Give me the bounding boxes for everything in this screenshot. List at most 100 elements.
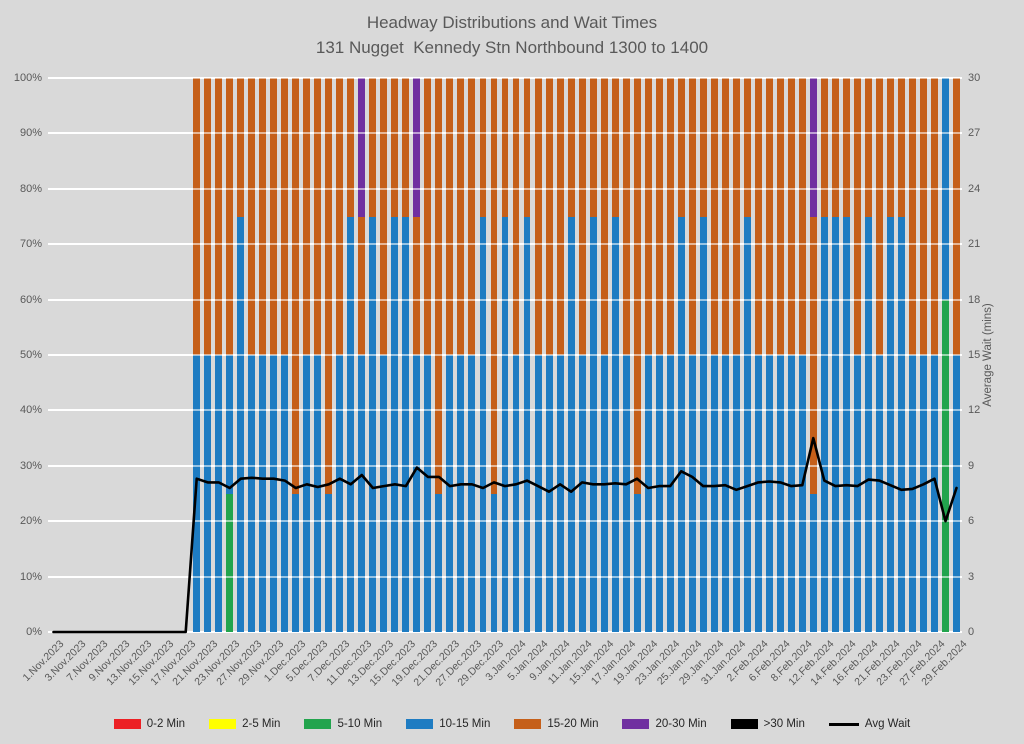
legend-item-5-10-min: 5-10 Min: [304, 718, 382, 730]
legend-item-15-20-min: 15-20 Min: [514, 718, 598, 730]
bar-segment-15-20-min: [424, 78, 432, 355]
left-axis-tick: 80%: [19, 182, 42, 195]
bar-segment-15-20-min: [798, 78, 806, 355]
left-axis-tick: 100%: [13, 72, 42, 84]
bar-segment-5-10-min: [226, 493, 234, 632]
legend-item-10-15-min: 10-15 Min: [406, 718, 490, 730]
bar-segment-10-15-min: [270, 355, 278, 632]
left-axis-tick: 50%: [19, 349, 42, 361]
bar-segment-10-15-min: [666, 355, 674, 632]
bar-segment-15-20-min: [897, 78, 905, 217]
bar-segment-15-20-min: [842, 78, 850, 217]
bar-segment-10-15-min: [919, 355, 927, 632]
bar-segment-15-20-min: [655, 78, 663, 355]
bar-segment-10-15-min: [347, 216, 355, 632]
bar-segment-10-15-min: [644, 355, 652, 632]
bar-segment-10-15-min: [875, 355, 883, 632]
right-axis-tick: 12: [968, 404, 981, 417]
gridline-overlay: [48, 575, 962, 578]
legend-label: 0-2 Min: [146, 718, 186, 730]
bar-segment-15-20-min: [391, 78, 399, 217]
bar-segment-10-15-min: [798, 355, 806, 632]
left-axis-tick: 90%: [19, 127, 42, 140]
legend-label: 10-15 Min: [439, 718, 491, 730]
legend-item-avg-wait: Avg Wait: [828, 718, 910, 730]
legend-item-2-5-min: 2-5 Min: [209, 718, 280, 730]
bar-segment-10-15-min: [490, 493, 498, 632]
bar-segment-15-20-min: [545, 78, 553, 355]
bar-segment-15-20-min: [237, 78, 245, 217]
bar-segment-15-20-min: [567, 78, 575, 217]
bar-segment-15-20-min: [875, 78, 883, 355]
bar-segment-10-15-min: [380, 355, 388, 632]
left-axis-tick: 60%: [19, 293, 42, 306]
right-axis-tick: 9: [968, 459, 975, 472]
legend-item--30-min: >30 Min: [730, 718, 805, 730]
gridline-overlay: [48, 354, 962, 356]
right-axis-tick: 15: [968, 349, 981, 361]
bar-segment-10-15-min: [435, 493, 443, 632]
gridline-overlay: [48, 298, 962, 301]
bar-segment-10-15-min: [809, 493, 817, 632]
bar-segment-10-15-min: [655, 355, 663, 632]
bar-segment-15-20-min: [578, 78, 586, 355]
right-axis-tick: 3: [968, 570, 975, 583]
chart-title-block: Headway Distributions and Wait Times 131…: [0, 10, 1024, 60]
bar-segment-15-20-min: [776, 78, 784, 355]
bar-segment-15-20-min: [490, 78, 498, 494]
gridline-overlay: [48, 187, 962, 190]
legend-color-swatch: [406, 719, 434, 729]
bar-segment-10-15-min: [512, 355, 520, 632]
bar-segment-10-15-min: [358, 355, 366, 632]
bar-segment-10-15-min: [215, 355, 223, 632]
bar-segment-10-15-min: [325, 493, 333, 632]
bar-segment-15-20-min: [314, 78, 322, 355]
bar-segment-15-20-min: [292, 78, 300, 494]
legend-label: 2-5 Min: [242, 718, 281, 730]
bar-segment-15-20-min: [622, 78, 630, 355]
bar-segment-10-15-min: [908, 355, 916, 632]
bar-segment-20-30-min: [358, 78, 366, 217]
bar-segment-10-15-min: [501, 216, 509, 632]
bar-segment-10-15-min: [765, 355, 773, 632]
bar-segment-10-15-min: [710, 355, 718, 632]
right-axis-tick: 6: [968, 515, 975, 528]
bar-segment-15-20-min: [611, 78, 619, 217]
bar-segment-10-15-min: [688, 355, 696, 632]
left-axis-tick: 0%: [26, 626, 42, 638]
legend-item-20-30-min: 20-30 Min: [622, 718, 707, 730]
left-axis-tick: 70%: [19, 238, 42, 251]
bar-segment-10-15-min: [578, 355, 586, 632]
bar-segment-15-20-min: [380, 78, 388, 355]
legend-color-swatch: [514, 719, 542, 729]
bar-segment-10-15-min: [622, 355, 630, 632]
bar-segment-10-15-min: [204, 355, 212, 632]
bar-segment-10-15-min: [677, 216, 685, 632]
legend-color-swatch: [304, 719, 332, 729]
bar-segment-10-15-min: [633, 493, 641, 632]
bar-segment-15-20-min: [754, 78, 762, 355]
bar-segment-10-15-min: [534, 355, 542, 632]
bar-segment-10-15-min: [743, 216, 751, 632]
bar-segment-10-15-min: [314, 355, 322, 632]
bar-segment-15-20-min: [325, 78, 333, 494]
bar-segment-10-15-min: [931, 355, 938, 632]
bar-segment-20-30-min: [413, 78, 421, 217]
right-axis-tick: 0: [968, 626, 975, 638]
bar-segment-15-20-min: [336, 78, 344, 355]
bar-segment-10-15-min: [787, 355, 795, 632]
bar-segment-15-20-min: [270, 78, 278, 355]
bar-segment-15-20-min: [358, 216, 366, 355]
bar-segment-15-20-min: [259, 78, 267, 355]
bar-segment-10-15-min: [446, 355, 454, 632]
bar-segment-15-20-min: [215, 78, 223, 355]
legend-color-swatch: [209, 719, 237, 729]
bar-segment-10-15-min: [831, 216, 839, 632]
bar-segment-10-15-min: [402, 216, 410, 632]
bar-segment-15-20-min: [226, 78, 234, 355]
bar-segment-10-15-min: [424, 355, 432, 632]
bar-segment-15-20-min: [534, 78, 542, 355]
left-axis-tick: 20%: [19, 515, 42, 528]
bar-segment-15-20-min: [732, 78, 740, 355]
